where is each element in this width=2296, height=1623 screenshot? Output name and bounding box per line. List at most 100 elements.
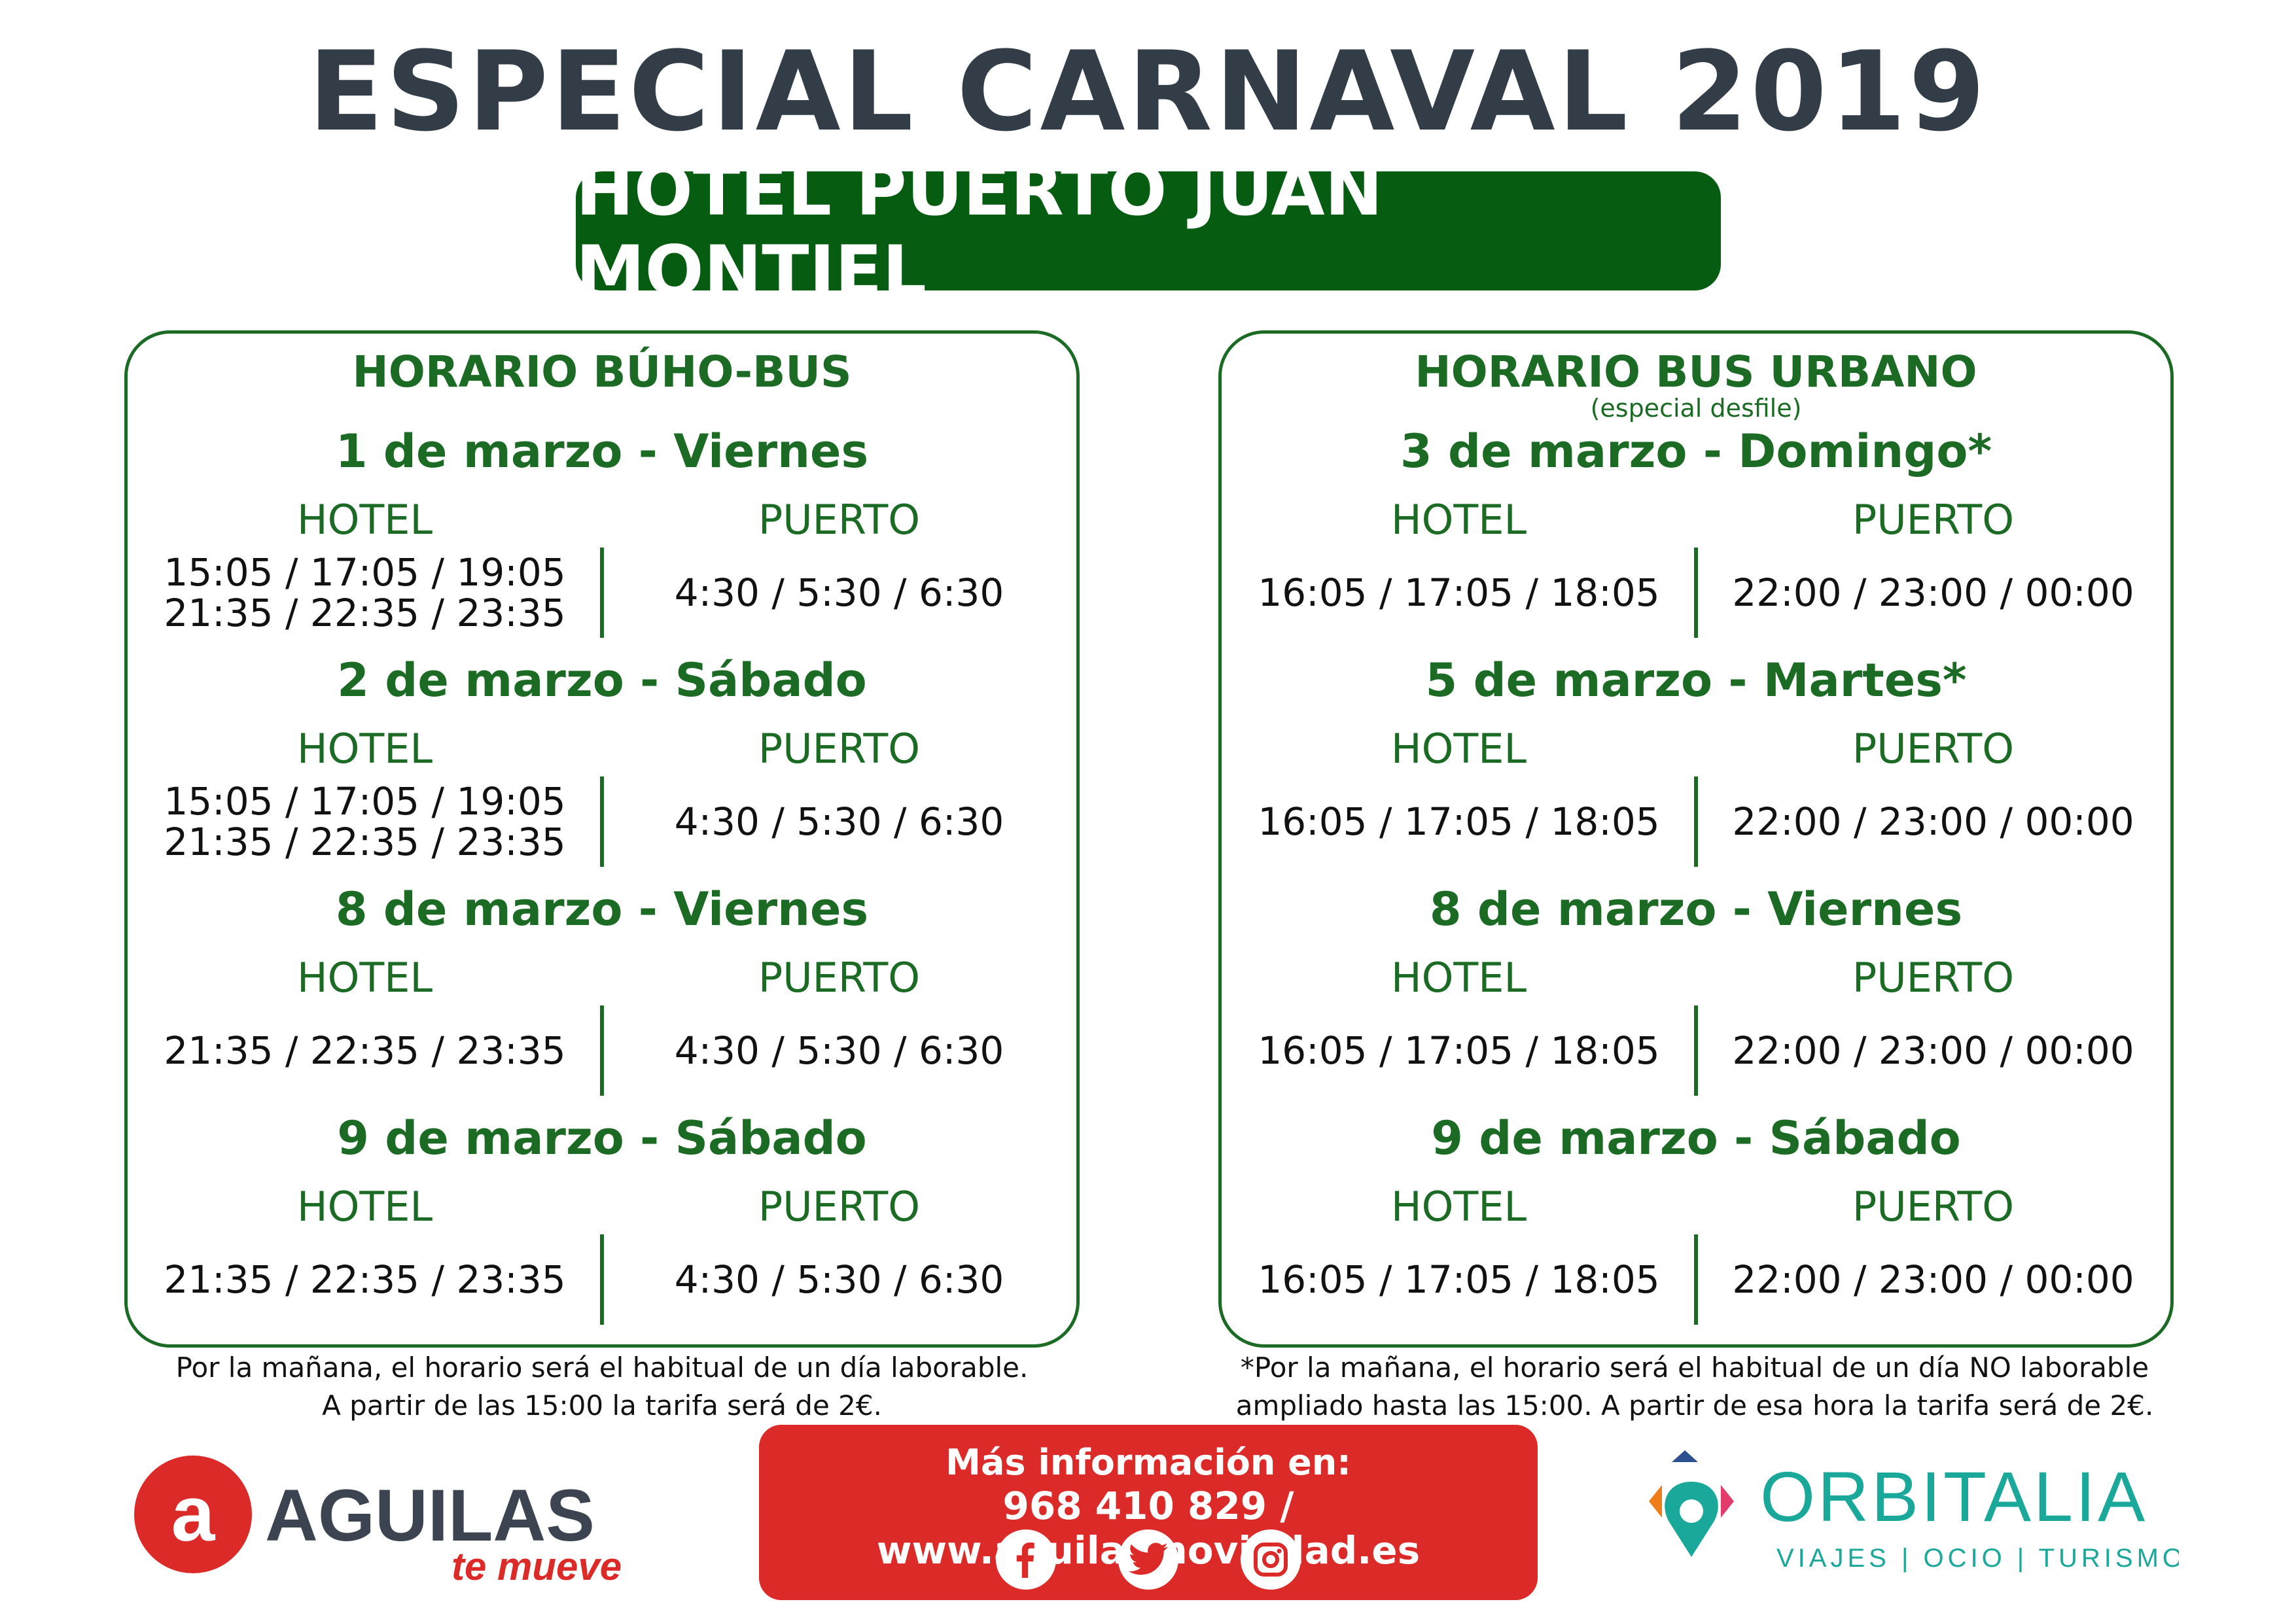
column-divider <box>1694 548 1698 638</box>
hotel-times: 21:35 / 22:35 / 23:35 <box>147 1234 583 1325</box>
instagram-icon[interactable] <box>1241 1529 1301 1590</box>
hotel-times: 15:05 / 17:05 / 19:05 21:35 / 22:35 / 23… <box>147 548 583 638</box>
time-line: 4:30 / 5:30 / 6:30 <box>674 570 1004 615</box>
time-line: 15:05 / 17:05 / 19:05 <box>164 779 566 824</box>
bus-urbano-title: HORARIO BUS URBANO <box>1415 347 1977 397</box>
puerto-times: 4:30 / 5:30 / 6:30 <box>621 1005 1057 1096</box>
puerto-column-label: PUERTO <box>1852 1183 2015 1230</box>
day-heading: 8 de marzo - Viernes <box>335 882 869 936</box>
time-line: 4:30 / 5:30 / 6:30 <box>674 799 1004 844</box>
buho-day-2: 2 de marzo - Sábado HOTEL PUERTO 15:05 /… <box>128 651 1076 867</box>
buho-day-4: 9 de marzo - Sábado HOTEL PUERTO 21:35 /… <box>128 1109 1076 1325</box>
aguilas-logo-circle-icon <box>134 1456 252 1573</box>
urbano-day-3: 8 de marzo - Viernes HOTEL PUERTO 16:05 … <box>1222 880 2170 1096</box>
column-divider <box>600 548 604 638</box>
urbano-day-2: 5 de marzo - Martes* HOTEL PUERTO 16:05 … <box>1222 651 2170 867</box>
orbitalia-logo-word: ORBITALIA <box>1760 1457 2147 1536</box>
puerto-column-label: PUERTO <box>758 1183 921 1230</box>
day-heading: 3 de marzo - Domingo* <box>1400 425 1992 478</box>
buho-bus-note: Por la mañana, el horario será el habitu… <box>85 1349 1119 1425</box>
facebook-icon[interactable] <box>996 1529 1056 1590</box>
column-divider <box>600 777 604 867</box>
hotel-column-label: HOTEL <box>1390 725 1527 773</box>
time-line: 21:35 / 22:35 / 23:35 <box>164 1257 566 1302</box>
day-heading: 1 de marzo - Viernes <box>335 425 869 478</box>
column-divider <box>600 1005 604 1096</box>
time-line: 22:00 / 23:00 / 00:00 <box>1732 1257 2134 1302</box>
day-heading: 2 de marzo - Sábado <box>337 654 867 707</box>
orbitalia-logo-tagline: VIAJES | OCIO | TURISMO <box>1776 1544 2179 1573</box>
page-title: ESPECIAL CARNAVAL 2019 <box>308 27 1988 156</box>
info-heading: Más información en: <box>945 1442 1351 1483</box>
orbitalia-pin-icon <box>1649 1450 1734 1557</box>
puerto-column-label: PUERTO <box>758 954 921 1002</box>
day-heading: 5 de marzo - Martes* <box>1425 654 1967 707</box>
time-line: 16:05 / 17:05 / 18:05 <box>1258 570 1660 615</box>
time-line: 4:30 / 5:30 / 6:30 <box>674 1028 1004 1073</box>
hotel-times: 16:05 / 17:05 / 18:05 <box>1241 777 1677 867</box>
column-divider <box>1694 777 1698 867</box>
time-line: 4:30 / 5:30 / 6:30 <box>674 1257 1004 1302</box>
day-heading: 8 de marzo - Viernes <box>1429 882 1963 936</box>
bus-urbano-panel: HORARIO BUS URBANO (especial desfile) 3 … <box>1218 330 2174 1348</box>
note-line: Por la mañana, el horario será el habitu… <box>175 1352 1029 1384</box>
time-line: 16:05 / 17:05 / 18:05 <box>1258 799 1660 844</box>
puerto-column-label: PUERTO <box>1852 496 2015 544</box>
hotel-column-label: HOTEL <box>1390 954 1527 1002</box>
hotel-name-banner: HOTEL PUERTO JUAN MONTIEL <box>576 150 1721 311</box>
hotel-column-label: HOTEL <box>1390 496 1527 544</box>
column-divider <box>1694 1005 1698 1096</box>
time-line: 21:35 / 22:35 / 23:35 <box>164 820 566 864</box>
puerto-times: 22:00 / 23:00 / 00:00 <box>1715 777 2151 867</box>
orbitalia-logo: ORBITALIA VIAJES | OCIO | TURISMO <box>1636 1449 2183 1586</box>
time-line: 21:35 / 22:35 / 23:35 <box>164 591 566 635</box>
puerto-times: 22:00 / 23:00 / 00:00 <box>1715 1234 2151 1325</box>
urbano-day-4: 9 de marzo - Sábado HOTEL PUERTO 16:05 /… <box>1222 1109 2170 1325</box>
aguilas-logo: a AGUILAS te mueve <box>124 1452 667 1590</box>
time-line: 22:00 / 23:00 / 00:00 <box>1732 1028 2134 1073</box>
hotel-column-label: HOTEL <box>296 725 433 773</box>
puerto-times: 4:30 / 5:30 / 6:30 <box>621 548 1057 638</box>
time-line: 22:00 / 23:00 / 00:00 <box>1732 799 2134 844</box>
buho-bus-title: HORARIO BÚHO-BUS <box>352 347 852 397</box>
puerto-column-label: PUERTO <box>758 725 921 773</box>
puerto-column-label: PUERTO <box>1852 725 2015 773</box>
hotel-times: 15:05 / 17:05 / 19:05 21:35 / 22:35 / 23… <box>147 777 583 867</box>
note-line: *Por la mañana, el horario será el habit… <box>1240 1352 2149 1384</box>
time-line: 15:05 / 17:05 / 19:05 <box>164 550 566 595</box>
hotel-column-label: HOTEL <box>296 954 433 1002</box>
hotel-times: 16:05 / 17:05 / 18:05 <box>1241 548 1677 638</box>
bus-urbano-note: *Por la mañana, el horario será el habit… <box>1178 1349 2212 1425</box>
time-line: 16:05 / 17:05 / 18:05 <box>1258 1257 1660 1302</box>
day-heading: 9 de marzo - Sábado <box>1431 1111 1961 1165</box>
puerto-column-label: PUERTO <box>1852 954 2015 1002</box>
buho-bus-panel: HORARIO BÚHO-BUS 1 de marzo - Viernes HO… <box>124 330 1080 1348</box>
aguilas-logo-word: AGUILAS <box>265 1475 595 1556</box>
hotel-times: 16:05 / 17:05 / 18:05 <box>1241 1234 1677 1325</box>
puerto-times: 22:00 / 23:00 / 00:00 <box>1715 548 2151 638</box>
buho-day-1: 1 de marzo - Viernes HOTEL PUERTO 15:05 … <box>128 422 1076 638</box>
aguilas-logo-tagline: te mueve <box>451 1544 622 1588</box>
info-box: Más información en: 968 410 829 / www.ag… <box>759 1425 1538 1600</box>
column-divider <box>1694 1234 1698 1325</box>
day-heading: 9 de marzo - Sábado <box>337 1111 867 1165</box>
twitter-icon[interactable] <box>1118 1529 1178 1590</box>
hotel-column-label: HOTEL <box>1390 1183 1527 1230</box>
time-line: 21:35 / 22:35 / 23:35 <box>164 1028 566 1073</box>
bus-urbano-subtitle: (especial desfile) <box>1590 394 1802 423</box>
puerto-column-label: PUERTO <box>758 496 921 544</box>
time-line: 16:05 / 17:05 / 18:05 <box>1258 1028 1660 1073</box>
column-divider <box>600 1234 604 1325</box>
hotel-column-label: HOTEL <box>296 496 433 544</box>
puerto-times: 4:30 / 5:30 / 6:30 <box>621 777 1057 867</box>
time-line: 22:00 / 23:00 / 00:00 <box>1732 570 2134 615</box>
urbano-day-1: 3 de marzo - Domingo* HOTEL PUERTO 16:05… <box>1222 422 2170 638</box>
hotel-times: 21:35 / 22:35 / 23:35 <box>147 1005 583 1096</box>
note-line: ampliado hasta las 15:00. A partir de es… <box>1235 1389 2154 1422</box>
buho-day-3: 8 de marzo - Viernes HOTEL PUERTO 21:35 … <box>128 880 1076 1096</box>
hotel-column-label: HOTEL <box>296 1183 433 1230</box>
svg-text:a: a <box>171 1470 216 1558</box>
hotel-times: 16:05 / 17:05 / 18:05 <box>1241 1005 1677 1096</box>
puerto-times: 4:30 / 5:30 / 6:30 <box>621 1234 1057 1325</box>
puerto-times: 22:00 / 23:00 / 00:00 <box>1715 1005 2151 1096</box>
